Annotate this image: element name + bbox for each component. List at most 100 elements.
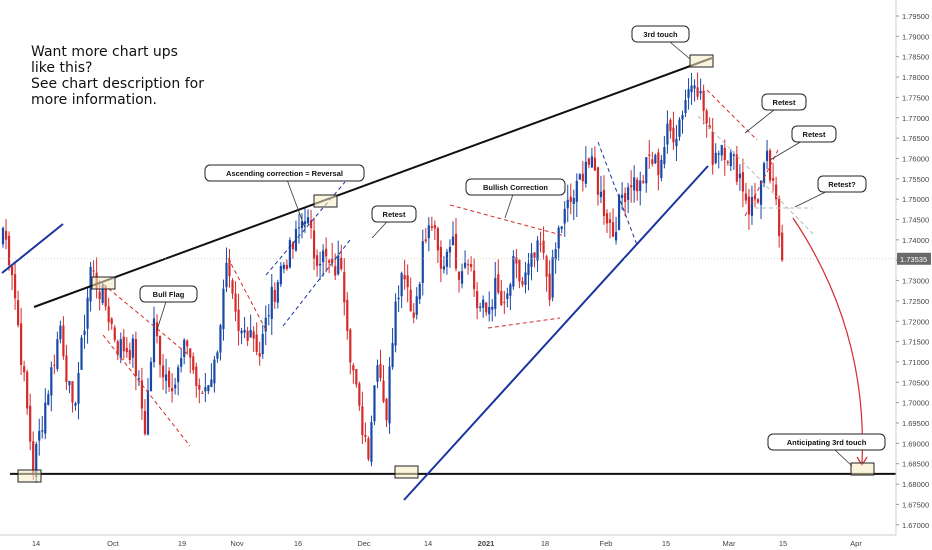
x-tick-label: 15 (662, 539, 670, 548)
candle-body (83, 330, 86, 335)
candle-body (56, 339, 59, 369)
flag-channel-line (102, 283, 191, 357)
wedge-line (449, 204, 566, 237)
callout-box (761, 93, 807, 111)
callout-label: Bull Flag (153, 290, 185, 299)
y-tick-label: 1.72000 (902, 317, 929, 326)
candle-body (723, 147, 726, 160)
intro-line: more information. (31, 92, 157, 108)
candle-body (530, 253, 533, 267)
candle-body (258, 353, 261, 357)
candle-body (624, 193, 627, 202)
callout-label: Ascending correction = Reversal (226, 169, 343, 178)
touch-highlight (394, 465, 419, 479)
y-tick-label: 1.75000 (902, 195, 929, 204)
candle-body (285, 264, 288, 270)
pattern-line (706, 89, 758, 141)
candle-body (424, 239, 427, 242)
candle-body (204, 387, 207, 392)
candle-body (539, 243, 542, 245)
overlay-layer: Bull Flag Ascending correction = Reversal… (1, 25, 896, 501)
candle-body (26, 371, 29, 409)
candle-body (409, 289, 412, 312)
candle-body (442, 266, 446, 270)
flag-channel-line (102, 334, 191, 447)
candle-body (98, 291, 101, 300)
candle-body (219, 325, 222, 353)
candle-body (334, 266, 337, 276)
touch-highlight (689, 54, 714, 68)
x-tick-label: Dec (357, 539, 371, 548)
candle-body (140, 380, 144, 409)
candle-body (460, 271, 464, 284)
callout-box (791, 125, 837, 143)
candle-body (605, 213, 609, 224)
candle-body (645, 157, 648, 184)
candle-body (35, 444, 38, 477)
candle-body (672, 127, 675, 143)
candle-body (249, 329, 252, 338)
candle-body (445, 251, 449, 267)
candle-body (273, 289, 276, 302)
candle-body (113, 327, 116, 340)
candle-body (71, 381, 74, 403)
candle-body (23, 366, 26, 373)
candle-body (584, 161, 587, 184)
x-tick-label: Nov (230, 539, 244, 548)
candle-body (494, 278, 497, 309)
candle-body (654, 155, 657, 164)
candle-body (143, 410, 147, 435)
candle-body (421, 241, 424, 283)
y-tick-label: 1.74000 (902, 236, 929, 245)
y-tick-label: 1.73000 (902, 277, 929, 286)
candle-body (370, 422, 373, 462)
y-tick-label: 1.69500 (902, 419, 929, 428)
candle-body (234, 293, 237, 312)
y-tick-label: 1.76000 (902, 154, 929, 163)
callout-label: Retest (773, 98, 796, 107)
candle-body (50, 367, 53, 396)
y-tick-label: 1.79500 (902, 12, 929, 21)
candle-body (189, 348, 192, 358)
candle-body (548, 273, 551, 300)
candle-body (294, 228, 298, 251)
candle-body (602, 189, 606, 217)
callout-box (817, 175, 867, 193)
candle-body (781, 232, 784, 261)
candle-body (10, 266, 14, 276)
candle-body (515, 257, 518, 264)
candle-body (77, 372, 80, 404)
candle-body (772, 178, 775, 181)
candle-body (557, 227, 560, 249)
y-tick-label: 1.78000 (902, 73, 929, 82)
candle-body (488, 307, 491, 315)
x-tick-label: 15 (779, 539, 787, 548)
candle-body (47, 394, 50, 405)
x-tick-label: Apr (850, 539, 862, 548)
y-tick-label: 1.74500 (902, 216, 929, 225)
candle-body (240, 330, 243, 334)
candle-body (309, 220, 313, 229)
candle-body (765, 150, 769, 161)
early-trendline (1, 223, 64, 274)
candle-body (708, 125, 711, 129)
y-tick-label: 1.78500 (902, 53, 929, 62)
intro-line: See chart description for (31, 76, 204, 92)
candle-body (627, 187, 630, 200)
candle-body (536, 240, 539, 261)
candle-body (732, 154, 735, 156)
candle-body (412, 312, 415, 318)
candle-body (228, 259, 231, 277)
candle-body (744, 193, 748, 201)
touch-highlight (17, 469, 42, 483)
candle-body (560, 226, 563, 229)
candle-body (337, 255, 340, 275)
callout-box (371, 205, 417, 223)
candle-body (512, 255, 515, 287)
y-tick-label: 1.68500 (902, 460, 929, 469)
y-tick-label: 1.75500 (902, 175, 929, 184)
candle-body (279, 266, 282, 285)
candle-body (349, 329, 352, 363)
candle-body (243, 329, 246, 333)
candle-body (717, 153, 720, 155)
